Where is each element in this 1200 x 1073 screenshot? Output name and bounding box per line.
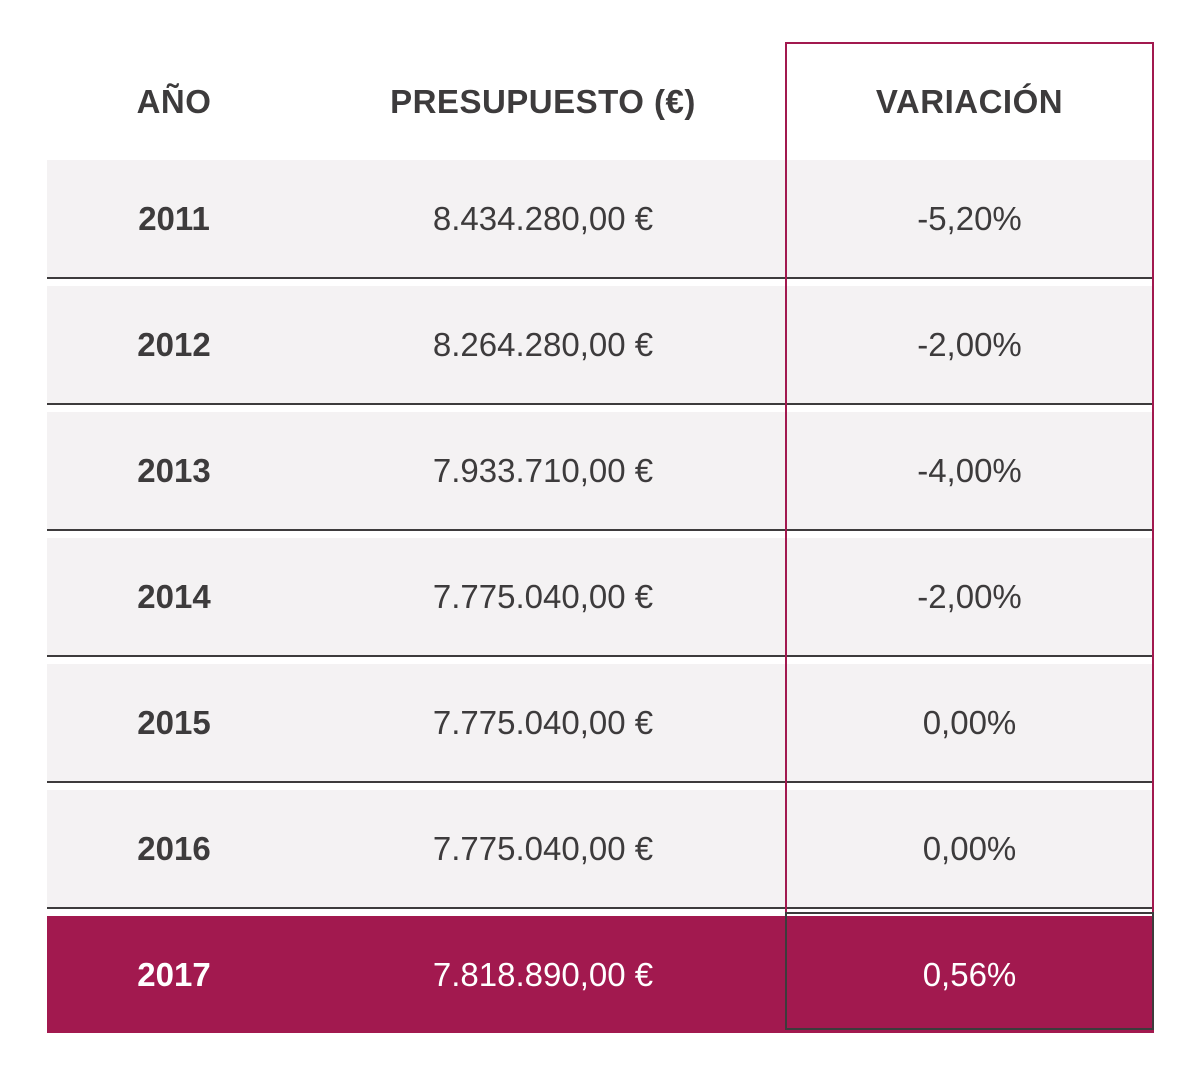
- table-header: AÑO PRESUPUESTO (€) VARIACIÓN: [47, 42, 1154, 160]
- row-budget: 7.818.890,00 €: [432, 955, 654, 993]
- row-variation: -5,20%: [917, 199, 1022, 237]
- row-variation: -4,00%: [917, 451, 1022, 489]
- row-budget: 8.264.280,00 €: [432, 325, 654, 363]
- row-variation: 0,56%: [922, 955, 1017, 993]
- row-budget: 8.434.280,00 €: [432, 199, 654, 237]
- row-budget: 7.933.710,00 €: [432, 451, 654, 489]
- row-budget: 7.775.040,00 €: [432, 577, 654, 615]
- row-variation: -2,00%: [917, 325, 1022, 363]
- row-year: 2011: [138, 199, 210, 237]
- row-year: 2013: [137, 451, 211, 489]
- row-budget: 7.775.040,00 €: [432, 703, 654, 741]
- table-row: 2014 7.775.040,00 € -2,00%: [47, 538, 1154, 657]
- row-year: 2016: [137, 829, 211, 867]
- header-variation: VARIACIÓN: [875, 83, 1064, 120]
- header-budget: PRESUPUESTO (€): [390, 83, 696, 120]
- row-budget: 7.775.040,00 €: [432, 829, 654, 867]
- row-variation: 0,00%: [922, 829, 1017, 867]
- table-row: 2011 8.434.280,00 € -5,20%: [47, 160, 1154, 279]
- budget-table: AÑO PRESUPUESTO (€) VARIACIÓN 2011 8.434…: [47, 42, 1154, 1033]
- header-year: AÑO: [136, 83, 212, 120]
- table-row-highlight: 2017 7.818.890,00 € 0,56%: [47, 916, 1154, 1033]
- table-row: 2016 7.775.040,00 € 0,00%: [47, 790, 1154, 909]
- table-row: 2015 7.775.040,00 € 0,00%: [47, 664, 1154, 783]
- row-year: 2015: [137, 703, 211, 741]
- row-year: 2017: [137, 955, 211, 993]
- row-year: 2012: [137, 325, 211, 363]
- row-variation: -2,00%: [917, 577, 1022, 615]
- row-year: 2014: [137, 577, 211, 615]
- row-variation: 0,00%: [922, 703, 1017, 741]
- table-row: 2013 7.933.710,00 € -4,00%: [47, 412, 1154, 531]
- table-row: 2012 8.264.280,00 € -2,00%: [47, 286, 1154, 405]
